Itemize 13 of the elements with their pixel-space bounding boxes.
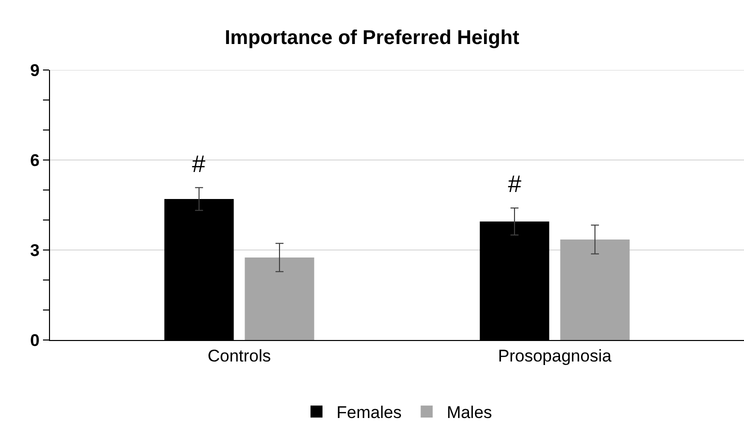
chart-title: Importance of Preferred Height	[224, 27, 520, 50]
x-tick-label: Controls	[208, 346, 271, 366]
x-tick-label: Prosopagnosia	[498, 346, 612, 366]
bar	[244, 258, 314, 340]
y-tick-label: 9	[30, 60, 40, 80]
legend-label: Females	[336, 403, 402, 422]
legend-label: Males	[446, 403, 492, 422]
y-tick-label: 0	[30, 330, 40, 350]
annotation: #	[192, 151, 206, 178]
annotation: #	[508, 171, 522, 198]
y-tick-label: 6	[30, 150, 40, 170]
bar	[560, 240, 630, 340]
y-tick-label: 3	[30, 240, 40, 260]
